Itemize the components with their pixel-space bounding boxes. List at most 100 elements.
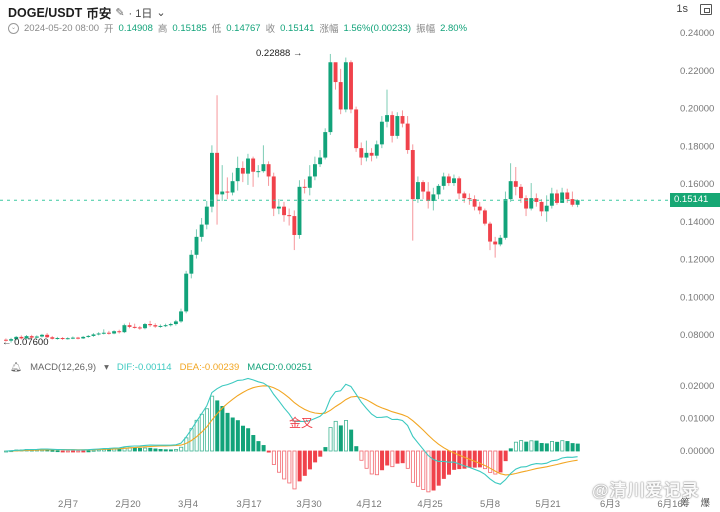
candle-body[interactable] — [493, 241, 498, 245]
candle-body[interactable] — [91, 334, 96, 336]
candle-body[interactable] — [184, 273, 189, 312]
candle-body[interactable] — [158, 325, 163, 327]
candle-body[interactable] — [462, 193, 467, 199]
candle-body[interactable] — [508, 181, 513, 200]
candle-body[interactable] — [421, 182, 426, 192]
candle-body[interactable] — [395, 116, 400, 136]
candle-body[interactable] — [137, 327, 142, 329]
candle-body[interactable] — [240, 167, 245, 174]
candle-body[interactable] — [107, 332, 111, 334]
candle-body[interactable] — [143, 324, 147, 329]
candle-body[interactable] — [168, 324, 173, 326]
candle-body[interactable] — [477, 206, 482, 211]
candle-body[interactable] — [256, 171, 261, 173]
candle-body[interactable] — [122, 325, 127, 333]
candle-body[interactable] — [4, 339, 8, 341]
candle-body[interactable] — [173, 321, 178, 325]
candle-body[interactable] — [70, 337, 75, 339]
candle-body[interactable] — [452, 178, 456, 184]
candle-body[interactable] — [307, 176, 312, 188]
screen-icon[interactable] — [700, 3, 712, 15]
candle-body[interactable] — [354, 109, 359, 149]
chevron-down-icon[interactable]: ⌄ — [156, 7, 166, 19]
candle-body[interactable] — [287, 215, 292, 217]
candle-body[interactable] — [86, 335, 91, 337]
candle-body[interactable] — [19, 336, 24, 339]
candle-body[interactable] — [235, 167, 240, 182]
candle-body[interactable] — [302, 186, 307, 188]
candle-body[interactable] — [482, 210, 487, 224]
candle-body[interactable] — [488, 223, 492, 242]
candle-body[interactable] — [549, 193, 554, 206]
candle-body[interactable] — [385, 115, 389, 122]
candle-body[interactable] — [112, 331, 117, 334]
candle-body[interactable] — [34, 336, 39, 338]
candle-body[interactable] — [163, 325, 168, 327]
candle-body[interactable] — [266, 164, 271, 177]
candle-body[interactable] — [194, 236, 199, 255]
candle-body[interactable] — [55, 338, 60, 340]
bell-icon[interactable]: 🔔︎ — [10, 362, 23, 373]
candle-body[interactable] — [220, 191, 225, 195]
macd-dropdown-icon[interactable]: ▾ — [104, 362, 109, 373]
candle-body[interactable] — [539, 201, 544, 212]
candle-body[interactable] — [189, 254, 194, 274]
candle-body[interactable] — [65, 338, 70, 340]
candle-body[interactable] — [560, 192, 565, 203]
candle-body[interactable] — [204, 206, 209, 225]
candle-body[interactable] — [513, 181, 518, 187]
candle-body[interactable] — [230, 181, 235, 193]
candle-body[interactable] — [96, 333, 101, 335]
candle-body[interactable] — [225, 191, 230, 193]
edit-icon[interactable]: ✎ — [115, 7, 125, 19]
collapse-icon[interactable]: ⌄ — [8, 22, 19, 34]
candle-body[interactable] — [271, 176, 276, 209]
candle-body[interactable] — [446, 176, 451, 184]
candle-body[interactable] — [436, 185, 441, 195]
candle-body[interactable] — [364, 152, 369, 158]
candle-body[interactable] — [570, 199, 575, 205]
candle-body[interactable] — [426, 191, 431, 201]
candle-body[interactable] — [282, 206, 286, 216]
symbol-name[interactable]: DOGE/USDT — [8, 5, 83, 20]
candle-body[interactable] — [467, 198, 472, 200]
interval-selector[interactable]: · 1日 — [128, 7, 153, 20]
candle-body[interactable] — [431, 194, 436, 201]
candle-body[interactable] — [261, 164, 266, 172]
candle-body[interactable] — [313, 164, 317, 177]
candle-body[interactable] — [472, 199, 477, 207]
candle-body[interactable] — [318, 157, 323, 165]
candle-body[interactable] — [323, 132, 328, 158]
candle-body[interactable] — [498, 237, 503, 245]
candle-body[interactable] — [379, 121, 384, 145]
candle-body[interactable] — [575, 200, 580, 205]
candle-body[interactable] — [390, 115, 395, 136]
candle-body[interactable] — [529, 198, 534, 209]
candle-body[interactable] — [410, 150, 415, 200]
candle-body[interactable] — [276, 206, 281, 209]
candle-body[interactable] — [328, 62, 333, 133]
candle-body[interactable] — [9, 339, 14, 341]
candle-body[interactable] — [210, 152, 214, 207]
candle-body[interactable] — [555, 193, 559, 203]
candle-body[interactable] — [343, 62, 348, 110]
candle-body[interactable] — [565, 192, 570, 200]
candle-body[interactable] — [24, 336, 29, 339]
candle-body[interactable] — [400, 116, 405, 124]
footer-right-label[interactable]: 筹 爆 — [680, 498, 714, 509]
refresh-interval[interactable]: 1s — [676, 3, 688, 15]
candle-body[interactable] — [292, 216, 297, 235]
candle-body[interactable] — [199, 224, 204, 237]
candle-body[interactable] — [153, 325, 158, 327]
candle-body[interactable] — [148, 324, 153, 326]
candle-body[interactable] — [179, 311, 183, 322]
candle-body[interactable] — [503, 199, 508, 238]
candle-body[interactable] — [405, 123, 410, 151]
macd-title[interactable]: MACD(12,26,9) — [30, 362, 97, 373]
candle-body[interactable] — [246, 158, 250, 174]
candle-body[interactable] — [81, 336, 86, 339]
candle-body[interactable] — [544, 205, 549, 212]
candle-body[interactable] — [45, 334, 50, 338]
candle-body[interactable] — [76, 337, 80, 339]
candle-body[interactable] — [457, 178, 462, 194]
